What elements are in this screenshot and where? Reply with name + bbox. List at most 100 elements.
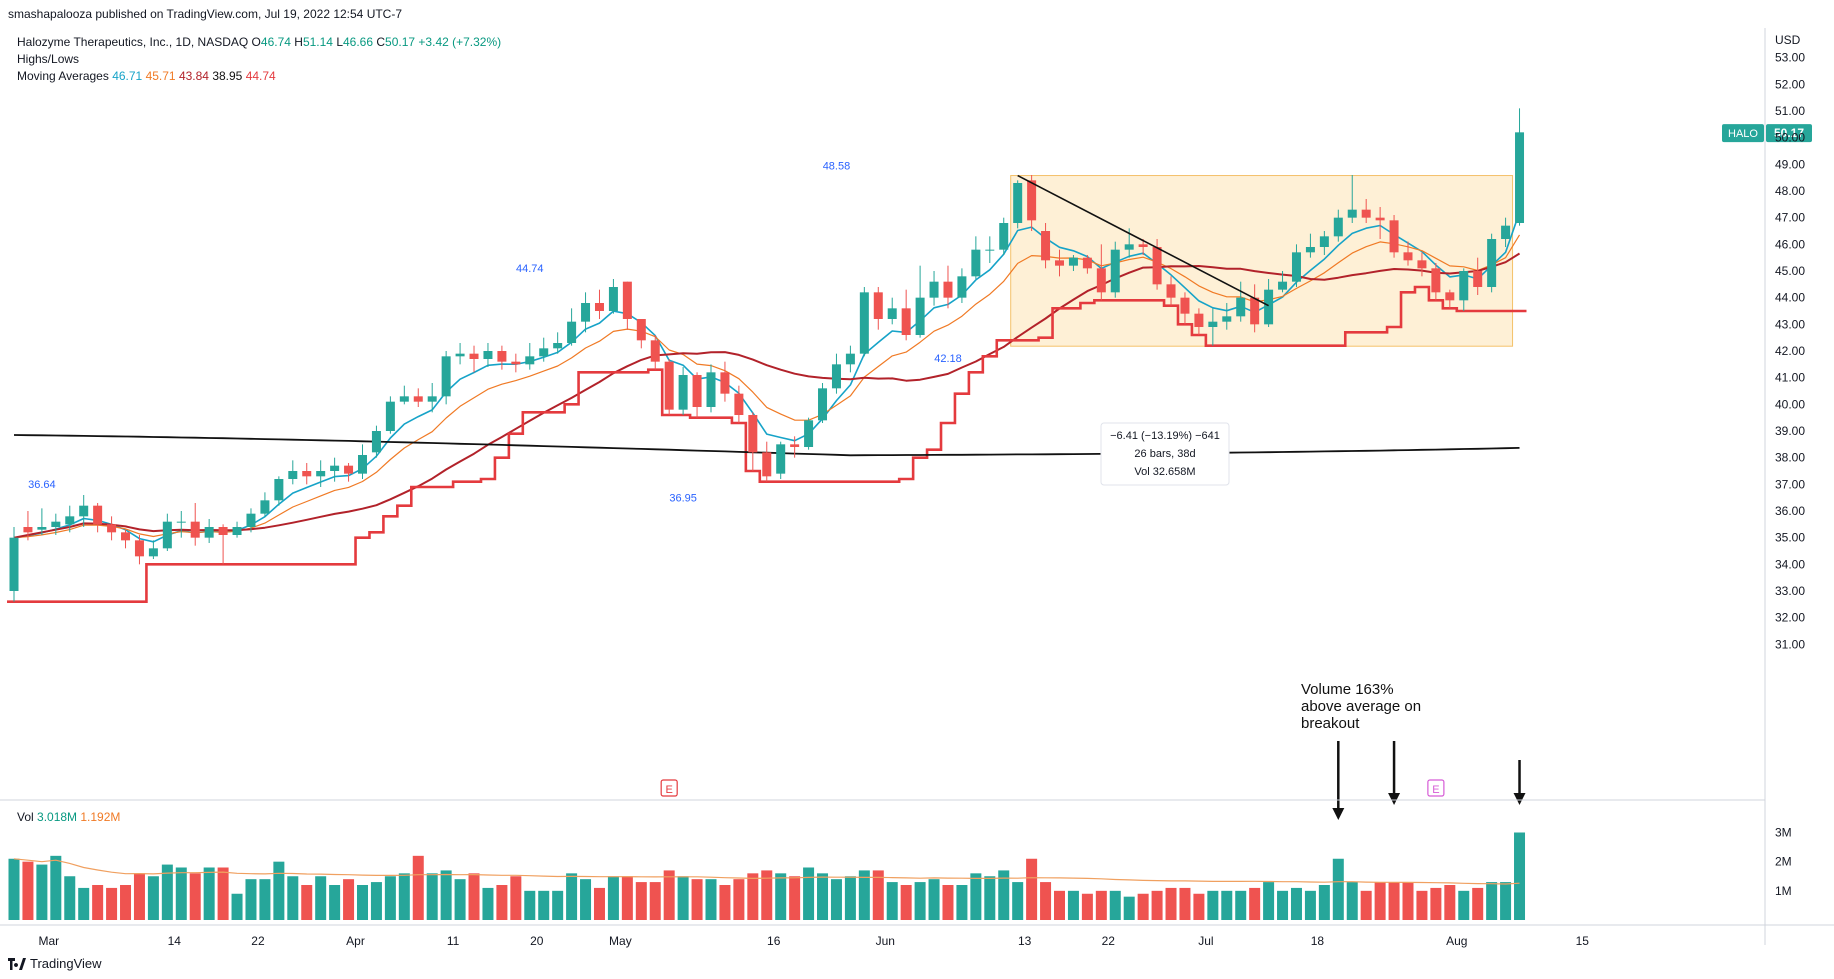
volume-bar[interactable] [245,879,257,920]
volume-bar[interactable] [1500,882,1512,920]
volume-bar[interactable] [496,885,508,920]
volume-bar[interactable] [803,867,815,921]
candle-body[interactable] [622,281,632,319]
volume-bar[interactable] [691,879,703,920]
candle-body[interactable] [511,361,521,365]
candle-body[interactable] [79,505,89,517]
volume-bar[interactable] [133,873,145,920]
volume-bar[interactable] [552,890,564,920]
candle-body[interactable] [1208,321,1218,327]
candle-body[interactable] [525,356,535,365]
volume-bar[interactable] [398,873,410,920]
candle-body[interactable] [246,513,256,527]
volume-bar[interactable] [928,879,940,920]
candle-body[interactable] [692,375,702,407]
candle-body[interactable] [371,431,381,453]
candle-body[interactable] [385,401,395,431]
candle-body[interactable] [748,415,758,453]
candle-body[interactable] [845,353,855,365]
volume-bar[interactable] [635,882,647,920]
candle-body[interactable] [1250,297,1260,325]
candle-body[interactable] [1110,249,1120,293]
volume-bar[interactable] [1402,882,1414,920]
candle-body[interactable] [162,521,172,549]
candle-body[interactable] [650,340,660,362]
volume-bar[interactable] [36,864,48,920]
volume-bar[interactable] [22,861,34,920]
candle-body[interactable] [344,465,354,474]
volume-bar[interactable] [343,879,355,920]
volume-bar[interactable] [1123,896,1135,920]
volume-bar[interactable] [1179,887,1191,920]
volume-bar[interactable] [719,885,731,920]
volume-bar[interactable] [607,876,619,920]
candle-body[interactable] [190,521,200,538]
volume-bar[interactable] [1430,887,1442,920]
candle-body[interactable] [1096,268,1106,293]
volume-bar[interactable] [621,876,633,920]
candle-body[interactable] [1501,225,1511,239]
volume-bar[interactable] [593,887,605,920]
candle-body[interactable] [455,353,465,357]
candle-body[interactable] [1389,220,1399,253]
volume-bar[interactable] [454,879,466,920]
volume-bar[interactable] [858,870,870,920]
volume-bar[interactable] [1165,887,1177,920]
candle-body[interactable] [999,223,1009,250]
volume-bar[interactable] [1012,882,1024,920]
volume-bar[interactable] [189,873,201,920]
volume-bar[interactable] [287,876,299,920]
volume-bar[interactable] [1318,885,1330,920]
candle-body[interactable] [887,308,897,319]
candle-body[interactable] [873,292,883,319]
volume-bar[interactable] [775,873,787,920]
volume-bar[interactable] [1263,882,1275,920]
candle-body[interactable] [1473,271,1483,287]
candle-body[interactable] [1305,247,1315,253]
volume-bar[interactable] [510,876,522,920]
volume-bar[interactable] [1095,890,1107,920]
volume-bar[interactable] [1277,890,1289,920]
volume-bar[interactable] [1472,887,1484,920]
candle-body[interactable] [1068,257,1078,266]
candle-body[interactable] [1333,217,1343,237]
volume-bar[interactable] [984,876,996,920]
candle-body[interactable] [831,364,841,389]
volume-bar[interactable] [1054,890,1065,920]
candle-body[interactable] [330,465,340,471]
volume-bar[interactable] [1026,858,1038,920]
candle-body[interactable] [720,372,730,394]
candle-body[interactable] [581,303,591,322]
volume-bar[interactable] [817,873,829,920]
volume-bar[interactable] [426,873,438,920]
candle-body[interactable] [1082,257,1092,269]
candle-body[interactable] [107,524,117,533]
volume-bar[interactable] [301,885,313,920]
volume-bar[interactable] [329,885,341,920]
volume-bar[interactable] [1207,890,1219,920]
volume-bar[interactable] [1137,893,1149,920]
volume-bar[interactable] [1444,885,1456,920]
candle-body[interactable] [1319,236,1329,247]
candle-body[interactable] [427,396,437,402]
volume-bar[interactable] [1151,890,1163,920]
volume-bar[interactable] [830,879,842,920]
footer-brand[interactable]: TradingView [8,956,102,971]
candle-body[interactable] [302,471,312,477]
candle-body[interactable] [1431,268,1441,293]
candle-body[interactable] [678,375,688,410]
candle-body[interactable] [441,356,451,397]
candle-body[interactable] [1278,281,1288,290]
volume-bar[interactable] [1193,893,1205,920]
candle-body[interactable] [915,297,925,335]
candle-body[interactable] [288,471,298,479]
volume-bar[interactable] [1040,882,1052,920]
candle-body[interactable] [957,276,967,298]
candle-body[interactable] [1515,132,1525,223]
volume-bar[interactable] [956,885,968,920]
volume-bar[interactable] [663,870,675,920]
candle-body[interactable] [1041,231,1051,261]
candle-body[interactable] [1236,297,1246,317]
volume-bar[interactable] [370,882,382,920]
